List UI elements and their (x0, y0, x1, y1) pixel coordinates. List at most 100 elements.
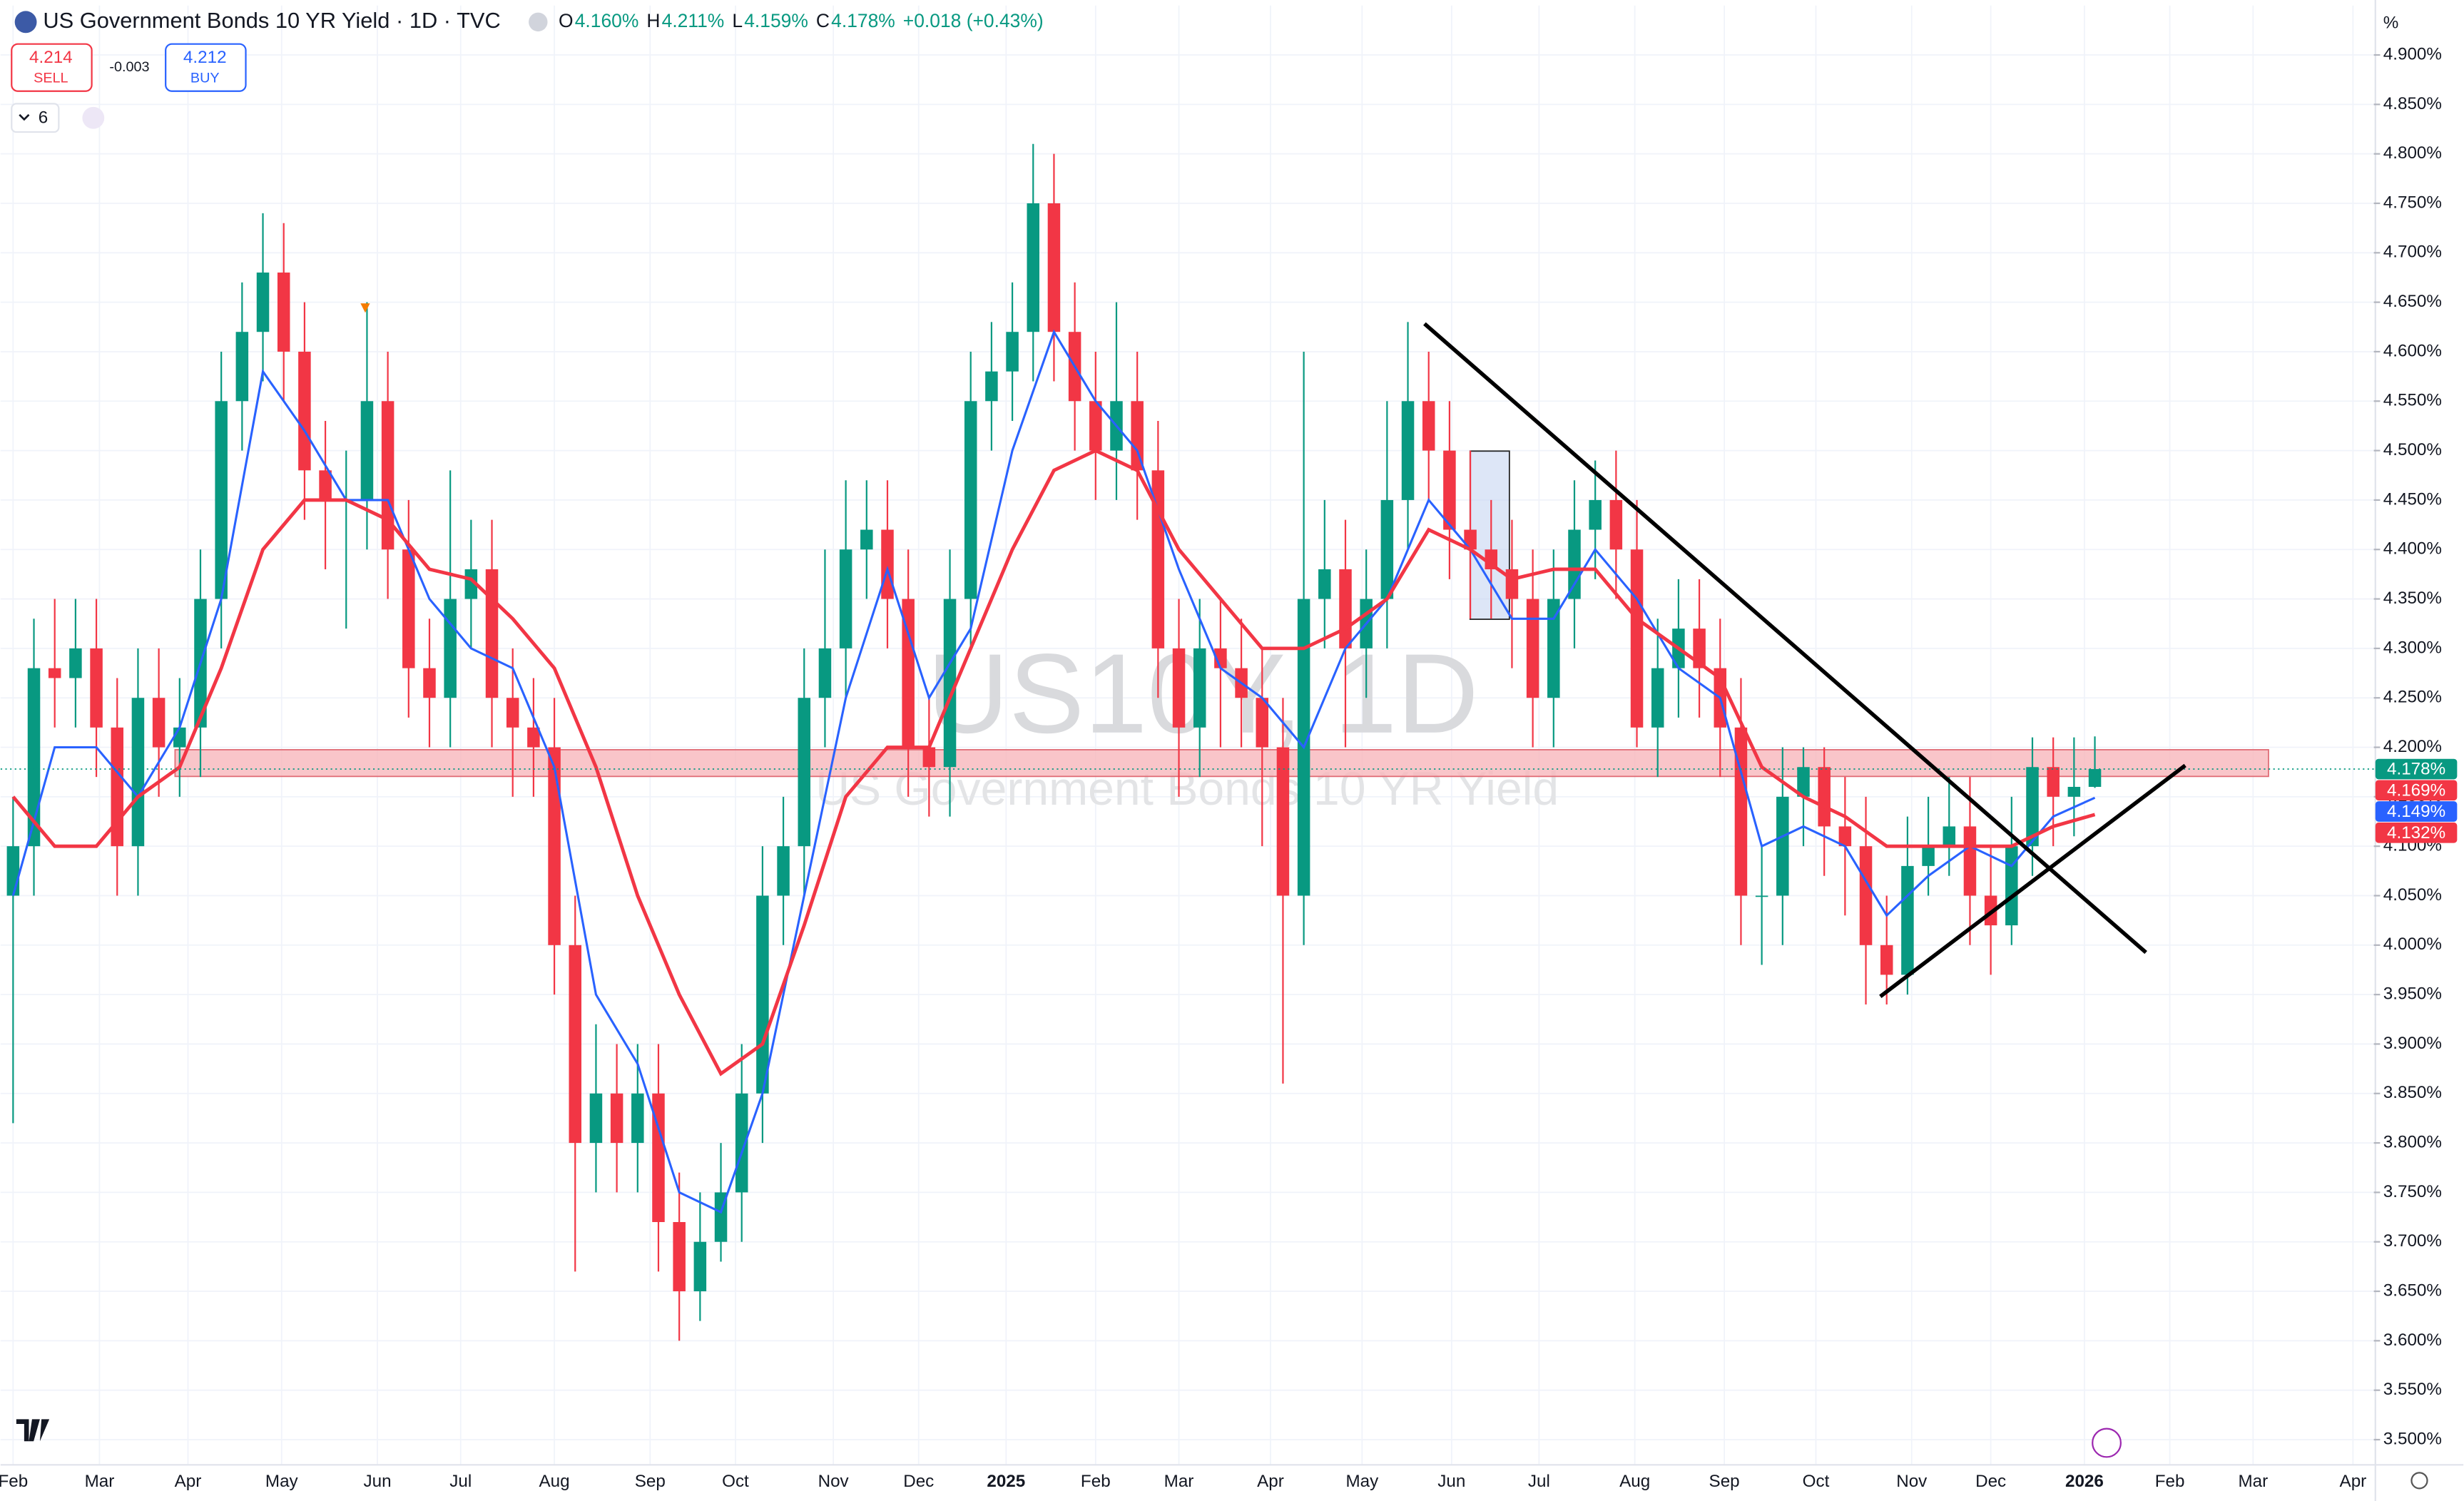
candle-body (6, 846, 20, 896)
plot-area (0, 143, 2374, 1341)
settings-button[interactable] (2410, 1472, 2428, 1490)
y-tick-label: 3.500% (2383, 1429, 2442, 1448)
moving-average (11, 448, 2096, 1077)
x-tick-label: Sep (635, 1472, 666, 1491)
candle-body (27, 668, 41, 847)
refresh-button[interactable] (82, 106, 105, 129)
candle-body (1734, 727, 1748, 896)
candle-body (1963, 826, 1977, 896)
symbol-title[interactable]: US Government Bonds 10 YR Yield · 1D · T… (43, 8, 500, 33)
candle-body (235, 332, 249, 402)
buy-button[interactable] (165, 43, 247, 92)
x-tick-label: Jul (449, 1472, 472, 1491)
indicators-toggle[interactable] (11, 103, 60, 133)
candle-body (1609, 499, 1623, 550)
candle-body (673, 1221, 686, 1292)
price-tag-label: 4.149% (2387, 802, 2445, 821)
y-tick-label: 3.950% (2383, 984, 2442, 1004)
x-tick-label: Oct (1803, 1472, 1830, 1491)
y-tick-label: 4.200% (2383, 737, 2442, 756)
grid (0, 5, 2374, 1465)
events-button[interactable] (2092, 1428, 2122, 1458)
trend-line-up[interactable] (1879, 763, 2186, 998)
candle-body (1755, 895, 1768, 897)
candle-body (1568, 529, 1581, 599)
candle-body (527, 727, 540, 748)
candle-body (256, 273, 270, 332)
x-tick-label: 2026 (2065, 1472, 2104, 1491)
candle-body (298, 351, 311, 471)
x-tick-label: Apr (1257, 1472, 1284, 1491)
axis-unit: % (2383, 13, 2399, 32)
candle-body (277, 273, 290, 352)
candle-body (1901, 865, 1914, 975)
candle-body (756, 895, 769, 1094)
candle-body (1880, 945, 1893, 975)
candle-body (1401, 401, 1415, 500)
event-marker[interactable] (360, 303, 370, 313)
candle-body (1693, 629, 1706, 668)
y-tick-label: 3.850% (2383, 1083, 2442, 1102)
ohlc-value: 4.211% (662, 10, 725, 31)
x-tick-label: Feb (1081, 1472, 1111, 1491)
x-tick-label: May (265, 1472, 299, 1491)
candle-body (1589, 499, 1602, 530)
ohlc-key: L (732, 10, 743, 31)
candle-body (693, 1241, 707, 1292)
y-tick-label: 4.750% (2383, 193, 2442, 212)
candle-body (1131, 401, 1144, 471)
candle-body (402, 549, 415, 668)
ohlc-key: H (646, 10, 660, 31)
tv-logo[interactable] (16, 1419, 50, 1442)
x-tick-label: Aug (1619, 1472, 1650, 1491)
y-tick-label: 4.600% (2383, 341, 2442, 360)
candle-body (2026, 767, 2039, 847)
candle-body (485, 569, 499, 698)
candle-body (735, 1093, 748, 1193)
y-tick-label: 4.250% (2383, 688, 2442, 707)
price-tag-label: 4.169% (2387, 780, 2445, 800)
candle-body (922, 747, 936, 768)
candle-body (1630, 549, 1644, 728)
buy-label: BUY (190, 70, 220, 86)
moving-average (11, 329, 2096, 1214)
x-tick-label: Mar (85, 1472, 115, 1491)
candle-body (1276, 747, 1290, 896)
candle-body (1193, 648, 1206, 728)
candle-body (798, 698, 811, 847)
candle-body (90, 648, 103, 728)
trend-line-down[interactable] (1423, 322, 2147, 955)
y-tick-label: 3.900% (2383, 1034, 2442, 1053)
flag-icon (14, 11, 37, 34)
candle-body (902, 599, 915, 748)
candle-body (1943, 826, 1956, 847)
candle-body (381, 401, 394, 550)
price-tag-label: 4.178% (2387, 760, 2445, 779)
candle-body (1172, 648, 1186, 728)
x-tick-label: Feb (2155, 1472, 2185, 1491)
ohlc-key: O (559, 10, 574, 31)
x-tick-label: Apr (2340, 1472, 2367, 1491)
x-tick-label: Oct (722, 1472, 749, 1491)
candle-body (569, 945, 582, 1144)
candle-body (1422, 401, 1435, 451)
y-tick-label: 4.300% (2383, 638, 2442, 657)
candle-body (360, 401, 374, 500)
x-tick-label: Aug (539, 1472, 570, 1491)
x-tick-label: Jun (1437, 1472, 1465, 1491)
ohlc-value: 4.160% (575, 10, 639, 31)
price-tag (2375, 822, 2458, 843)
y-tick-label: 4.000% (2383, 935, 2442, 954)
candle-body (1922, 846, 1935, 866)
change: +0.018 (+0.43%) (903, 10, 1044, 31)
x-tick-label: Mar (1164, 1472, 1194, 1491)
y-tick-label: 4.900% (2383, 44, 2442, 63)
y-tick-label: 4.850% (2383, 94, 2442, 113)
support-zone[interactable] (174, 749, 2269, 778)
candle-body (610, 1093, 623, 1144)
candle-body (2067, 786, 2081, 797)
candle-body (215, 401, 228, 599)
price-tag (2375, 758, 2458, 780)
candle-body (1443, 450, 1456, 530)
sell-button[interactable] (11, 43, 93, 92)
